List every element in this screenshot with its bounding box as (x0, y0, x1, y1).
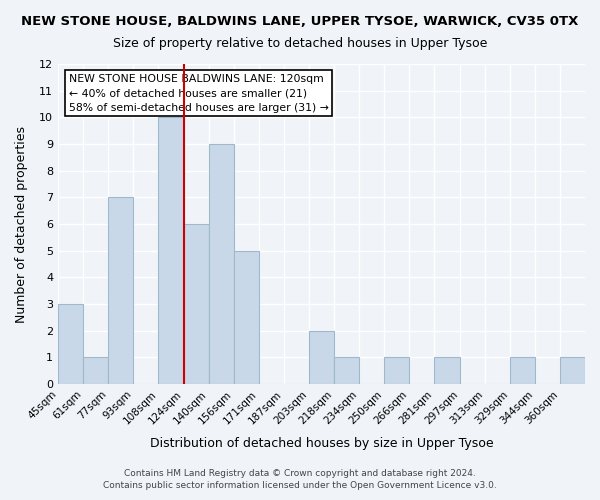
Bar (384, 358, 409, 384)
Bar (334, 358, 359, 384)
Bar (309, 331, 334, 384)
Bar (184, 224, 209, 384)
X-axis label: Distribution of detached houses by size in Upper Tysoe: Distribution of detached houses by size … (150, 437, 493, 450)
Text: Size of property relative to detached houses in Upper Tysoe: Size of property relative to detached ho… (113, 38, 487, 51)
Bar (83, 358, 108, 384)
Bar (209, 144, 234, 384)
Bar (560, 358, 585, 384)
Bar (510, 358, 535, 384)
Bar (434, 358, 460, 384)
Bar (58, 304, 83, 384)
Text: NEW STONE HOUSE BALDWINS LANE: 120sqm
← 40% of detached houses are smaller (21)
: NEW STONE HOUSE BALDWINS LANE: 120sqm ← … (68, 74, 329, 113)
Y-axis label: Number of detached properties: Number of detached properties (15, 126, 28, 322)
Text: Contains HM Land Registry data © Crown copyright and database right 2024.
Contai: Contains HM Land Registry data © Crown c… (103, 468, 497, 490)
Text: NEW STONE HOUSE, BALDWINS LANE, UPPER TYSOE, WARWICK, CV35 0TX: NEW STONE HOUSE, BALDWINS LANE, UPPER TY… (22, 15, 578, 28)
Bar (108, 198, 133, 384)
Bar (234, 251, 259, 384)
Bar (158, 118, 184, 384)
